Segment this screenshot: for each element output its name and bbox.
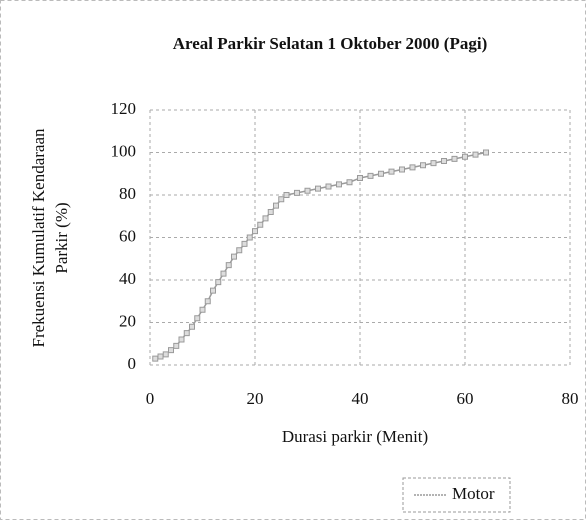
marker — [252, 228, 258, 235]
marker — [215, 279, 222, 286]
marker — [204, 298, 211, 305]
y-tick-label: 20 — [119, 311, 136, 330]
marker — [157, 353, 164, 360]
marker — [441, 158, 447, 164]
chart-title: Areal Parkir Selatan 1 Oktober 2000 (Pag… — [173, 34, 487, 53]
marker — [315, 185, 321, 192]
marker — [409, 164, 416, 171]
marker — [325, 183, 332, 190]
x-axis-label: Durasi parkir (Menit) — [282, 427, 428, 446]
legend-box — [402, 477, 511, 513]
marker — [367, 172, 374, 179]
marker — [267, 209, 274, 215]
marker — [273, 202, 279, 209]
marker — [173, 342, 180, 349]
marker — [183, 330, 190, 337]
marker — [231, 253, 237, 260]
marker — [357, 175, 363, 181]
marker — [420, 162, 426, 169]
marker — [336, 181, 342, 188]
marker — [462, 153, 468, 160]
marker — [220, 270, 227, 277]
marker — [225, 262, 232, 269]
x-tick-label: 20 — [247, 389, 264, 408]
marker — [283, 192, 290, 198]
marker — [294, 189, 300, 196]
x-tick-label: 40 — [352, 389, 369, 408]
marker — [278, 196, 285, 203]
y-tick-label: 40 — [119, 269, 136, 288]
y-tick-label: 100 — [111, 141, 137, 160]
marker — [210, 287, 216, 294]
marker — [388, 168, 395, 175]
marker — [241, 240, 248, 247]
marker — [168, 347, 174, 354]
marker — [162, 351, 169, 358]
marker — [178, 336, 185, 343]
y-tick-label: 0 — [128, 354, 137, 373]
marker — [257, 221, 264, 228]
marker — [451, 155, 458, 162]
x-tick-label: 80 — [562, 389, 579, 408]
legend-label: Motor — [452, 484, 495, 503]
marker — [399, 166, 405, 173]
marker — [236, 247, 243, 254]
marker — [346, 179, 353, 186]
y-tick-label: 120 — [111, 99, 137, 118]
marker — [199, 306, 206, 313]
y-tick-label: 80 — [119, 184, 136, 203]
x-tick-label: 0 — [146, 389, 155, 408]
y-axis-label: Frekuensi Kumulatif Kendaraan — [29, 128, 48, 348]
x-tick-label: 60 — [457, 389, 474, 408]
marker — [483, 149, 489, 156]
marker — [378, 170, 384, 177]
marker — [304, 187, 311, 194]
marker — [430, 160, 437, 167]
marker — [472, 151, 479, 158]
marker — [152, 355, 159, 362]
y-tick-label: 60 — [119, 226, 136, 245]
y-axis-label: Parkir (%) — [52, 202, 71, 273]
marker — [246, 234, 253, 241]
marker — [194, 315, 201, 322]
marker — [262, 215, 269, 222]
marker — [189, 323, 195, 330]
